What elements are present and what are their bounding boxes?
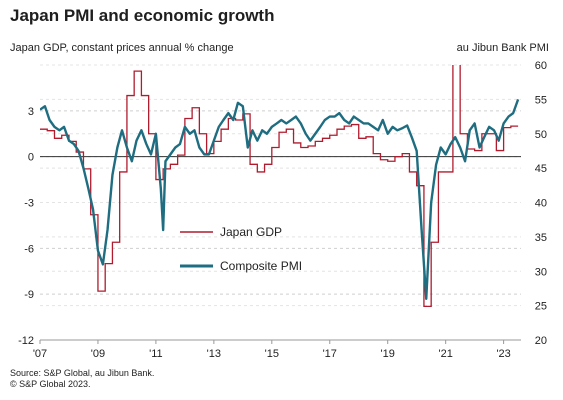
right-tick-label: 35: [535, 232, 547, 244]
x-tick-label: '23: [496, 348, 510, 360]
series-line-pmi: [40, 98, 520, 300]
right-tick-label: 20: [535, 335, 547, 347]
legend: Japan GDP Composite PMI: [180, 225, 302, 273]
right-tick-label: 50: [535, 129, 547, 141]
left-tick-label: -6: [24, 243, 34, 255]
left-tick-label: 3: [28, 106, 34, 118]
grid-lines: [40, 64, 521, 341]
right-axis-ticks: 60 55 50 45 40 35 30 25 20: [535, 60, 547, 347]
x-tick-label: '19: [381, 348, 395, 360]
series-group: [40, 65, 520, 308]
legend-label-pmi: Composite PMI: [220, 259, 302, 273]
right-tick-label: 40: [535, 198, 547, 210]
source-note: Source: S&P Global, au Jibun Bank. © S&P…: [10, 368, 154, 390]
x-tick-label: '09: [91, 348, 105, 360]
x-tick-label: '13: [207, 348, 221, 360]
series-line-gdp: [40, 65, 519, 308]
left-tick-label: -3: [24, 198, 34, 210]
right-tick-label: 60: [535, 60, 547, 72]
x-axis-ticks: '07 '09 '11 '13 '15 '17 '19 '21 '23: [33, 340, 511, 360]
left-axis-title: Japan GDP, constant prices annual % chan…: [10, 42, 234, 54]
left-tick-label: 0: [28, 152, 34, 164]
x-tick-label: '17: [323, 348, 337, 360]
legend-label-gdp: Japan GDP: [220, 225, 282, 239]
right-tick-label: 30: [535, 266, 547, 278]
right-tick-label: 45: [535, 163, 547, 175]
left-tick-label: -9: [24, 289, 34, 301]
right-tick-label: 55: [535, 94, 547, 106]
left-axis-ticks: 3 0 -3 -6 -9 -12: [18, 106, 34, 347]
source-line: Source: S&P Global, au Jibun Bank.: [10, 368, 155, 378]
left-tick-label: -12: [18, 335, 34, 347]
x-tick-label: '21: [438, 348, 452, 360]
right-tick-label: 25: [535, 301, 547, 313]
x-tick-label: '11: [149, 348, 163, 360]
x-tick-label: '15: [265, 348, 279, 360]
chart-title: Japan PMI and economic growth: [10, 6, 275, 25]
right-axis-title: au Jibun Bank PMI: [456, 42, 549, 54]
copyright-line: © S&P Global 2023.: [10, 379, 91, 389]
x-tick-label: '07: [33, 348, 47, 360]
